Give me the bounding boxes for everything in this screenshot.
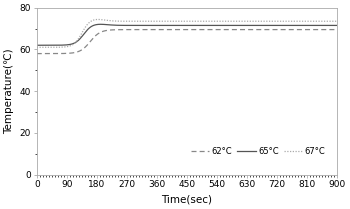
67°C bbox=[69, 44, 73, 47]
62°C bbox=[87, 42, 91, 45]
65°C bbox=[69, 43, 73, 46]
62°C bbox=[329, 28, 334, 31]
65°C bbox=[87, 27, 91, 30]
67°C bbox=[150, 20, 154, 23]
X-axis label: Time(sec): Time(sec) bbox=[161, 195, 212, 205]
67°C bbox=[87, 22, 91, 24]
65°C bbox=[329, 24, 334, 27]
67°C bbox=[163, 20, 167, 23]
Line: 65°C: 65°C bbox=[37, 24, 337, 45]
65°C bbox=[335, 24, 339, 27]
62°C bbox=[297, 28, 301, 31]
67°C bbox=[35, 46, 39, 49]
65°C bbox=[35, 44, 39, 47]
62°C bbox=[335, 28, 339, 31]
62°C bbox=[163, 28, 167, 31]
62°C bbox=[35, 52, 39, 55]
65°C bbox=[150, 24, 154, 27]
62°C bbox=[69, 52, 73, 54]
65°C bbox=[98, 23, 103, 25]
67°C bbox=[96, 18, 100, 21]
Y-axis label: Temperature(℃): Temperature(℃) bbox=[4, 48, 14, 134]
62°C bbox=[150, 28, 154, 31]
65°C bbox=[163, 24, 167, 27]
65°C bbox=[297, 24, 301, 27]
67°C bbox=[335, 20, 339, 23]
Line: 62°C: 62°C bbox=[37, 30, 337, 54]
67°C bbox=[297, 20, 301, 23]
Legend: 62°C, 65°C, 67°C: 62°C, 65°C, 67°C bbox=[189, 145, 327, 157]
62°C bbox=[262, 28, 267, 31]
67°C bbox=[329, 20, 334, 23]
Line: 67°C: 67°C bbox=[37, 19, 337, 47]
